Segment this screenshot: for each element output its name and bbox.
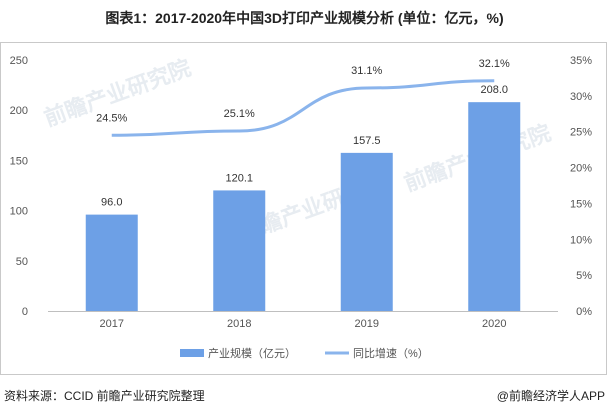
legend-line-label: 同比增速（%） <box>353 346 429 360</box>
x-tick-label: 2017 <box>100 318 124 330</box>
y-left-tick-label: 150 <box>10 155 28 167</box>
x-tick-label: 2020 <box>482 318 506 330</box>
line-value-label: 31.1% <box>351 65 382 77</box>
bar <box>85 214 138 311</box>
y-right-tick-label: 20% <box>570 163 592 175</box>
legend-bar-label: 产业规模（亿元） <box>208 346 296 360</box>
y-right-tick-label: 25% <box>570 127 592 139</box>
y-left-tick-label: 50 <box>16 256 28 268</box>
credit-note: @前瞻经济学人APP <box>496 389 605 403</box>
x-tick-label: 2018 <box>227 318 251 330</box>
source-note: 资料来源：CCID 前瞻产业研究院整理 <box>4 389 205 403</box>
legend-bar-swatch <box>180 349 204 357</box>
y-right-tick-label: 15% <box>570 198 592 210</box>
line-value-label: 25.1% <box>224 108 255 120</box>
y-left-tick-label: 250 <box>10 55 28 67</box>
bar-value-label: 120.1 <box>225 172 253 184</box>
y-left-tick-label: 0 <box>22 306 28 318</box>
y-right-tick-label: 0% <box>576 306 592 318</box>
y-right-tick-label: 5% <box>576 270 592 282</box>
bar-value-label: 208.0 <box>480 84 508 96</box>
y-right-tick-label: 35% <box>570 55 592 67</box>
chart-title: 图表1：2017-2020年中国3D打印产业规模分析 (单位：亿元，%) <box>105 10 504 26</box>
y-right-tick-label: 30% <box>570 91 592 103</box>
x-tick-label: 2019 <box>355 318 379 330</box>
bar-value-label: 96.0 <box>101 197 122 209</box>
bar <box>213 190 266 311</box>
chart-frame <box>0 42 607 375</box>
growth-rate-line <box>111 79 495 137</box>
y-left-tick-label: 200 <box>10 105 28 117</box>
y-right-tick-label: 10% <box>570 234 592 246</box>
bar <box>468 102 521 311</box>
line-value-label: 32.1% <box>479 58 510 70</box>
line-value-label: 24.5% <box>96 112 127 124</box>
bar-value-label: 157.5 <box>353 135 381 147</box>
bar <box>340 152 393 311</box>
y-left-tick-label: 100 <box>10 206 28 218</box>
